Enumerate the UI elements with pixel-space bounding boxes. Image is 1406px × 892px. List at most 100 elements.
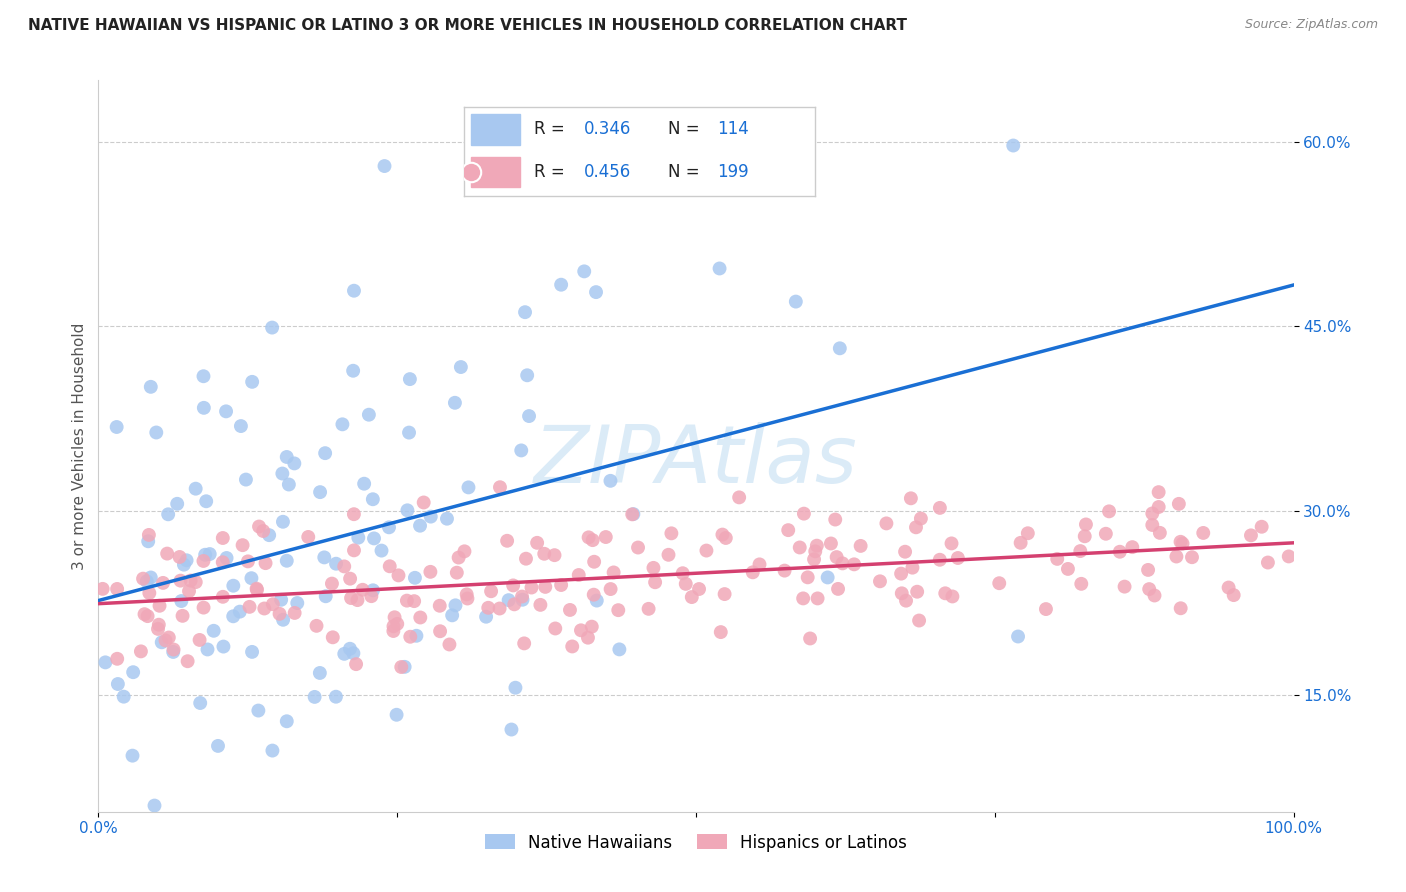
Point bbox=[139, 570, 162, 584]
Point bbox=[193, 369, 215, 384]
Point bbox=[148, 617, 170, 632]
Point bbox=[904, 520, 927, 534]
Point bbox=[817, 570, 839, 584]
Point bbox=[387, 616, 409, 631]
Point bbox=[842, 558, 865, 572]
Point bbox=[157, 508, 180, 522]
Point bbox=[941, 536, 963, 550]
Point bbox=[188, 632, 211, 647]
Point bbox=[173, 558, 195, 572]
Point bbox=[394, 660, 416, 674]
Point bbox=[309, 485, 332, 500]
Point bbox=[105, 420, 128, 434]
Point bbox=[901, 560, 924, 574]
Point bbox=[710, 625, 733, 640]
Point bbox=[479, 584, 502, 599]
Point bbox=[1010, 536, 1032, 550]
Point bbox=[1074, 529, 1097, 543]
Point bbox=[344, 657, 367, 672]
Point bbox=[544, 622, 567, 636]
Point bbox=[169, 574, 191, 588]
Point bbox=[229, 419, 252, 434]
Point bbox=[513, 636, 536, 650]
Point bbox=[444, 396, 467, 410]
Point bbox=[342, 364, 364, 378]
Point bbox=[900, 491, 922, 506]
Point bbox=[339, 572, 361, 586]
Point bbox=[177, 584, 200, 599]
Point bbox=[363, 532, 385, 546]
Point bbox=[156, 547, 179, 561]
Point bbox=[534, 580, 557, 594]
Point bbox=[384, 610, 406, 624]
Text: ZIPAtlas: ZIPAtlas bbox=[534, 422, 858, 500]
Point bbox=[373, 159, 395, 173]
Point bbox=[343, 543, 366, 558]
Legend: Native Hawaiians, Hispanics or Latinos: Native Hawaiians, Hispanics or Latinos bbox=[478, 827, 914, 858]
Point bbox=[283, 457, 305, 471]
Point bbox=[382, 624, 405, 638]
Point bbox=[741, 566, 763, 580]
Point bbox=[240, 645, 263, 659]
Point bbox=[193, 600, 215, 615]
Point bbox=[543, 548, 565, 562]
Point bbox=[91, 582, 114, 596]
Point bbox=[1142, 518, 1164, 533]
Point bbox=[180, 574, 202, 588]
Point bbox=[193, 554, 215, 568]
Point bbox=[212, 640, 235, 654]
Point bbox=[447, 550, 470, 565]
Point bbox=[357, 408, 380, 422]
Point bbox=[132, 572, 155, 586]
Point bbox=[849, 539, 872, 553]
Point bbox=[441, 608, 464, 623]
Point bbox=[325, 690, 347, 704]
Point bbox=[621, 508, 644, 522]
Point bbox=[1137, 563, 1160, 577]
Point bbox=[578, 530, 600, 544]
Bar bbox=[471, 114, 520, 145]
Point bbox=[941, 590, 963, 604]
Point bbox=[271, 515, 294, 529]
Point bbox=[325, 557, 347, 571]
Point bbox=[517, 409, 540, 423]
Point bbox=[360, 589, 382, 603]
Point bbox=[505, 681, 527, 695]
Point bbox=[340, 591, 363, 605]
Point bbox=[529, 598, 551, 612]
Point bbox=[353, 476, 375, 491]
Point bbox=[121, 748, 143, 763]
Point bbox=[252, 524, 274, 538]
Point bbox=[910, 511, 932, 525]
Point bbox=[928, 500, 950, 515]
Point bbox=[148, 599, 170, 613]
Point bbox=[905, 584, 928, 599]
Point bbox=[322, 630, 344, 644]
Point bbox=[568, 568, 591, 582]
Point bbox=[607, 603, 630, 617]
Point bbox=[695, 543, 717, 558]
Point bbox=[526, 536, 548, 550]
Point bbox=[785, 294, 807, 309]
Point bbox=[1218, 581, 1240, 595]
Point bbox=[1149, 525, 1171, 540]
Point bbox=[1057, 562, 1080, 576]
Point bbox=[276, 554, 298, 568]
Point bbox=[488, 601, 510, 615]
Point bbox=[599, 474, 621, 488]
Point bbox=[595, 530, 617, 544]
Point bbox=[247, 704, 270, 718]
Point bbox=[262, 597, 284, 611]
Point bbox=[188, 696, 211, 710]
Point bbox=[215, 551, 238, 566]
Point bbox=[709, 261, 731, 276]
Point bbox=[136, 609, 159, 624]
Point bbox=[1222, 588, 1244, 602]
Point bbox=[139, 380, 162, 394]
Point bbox=[1121, 540, 1143, 554]
Point bbox=[825, 550, 848, 565]
Point bbox=[516, 368, 538, 383]
Point bbox=[138, 586, 160, 600]
Point bbox=[271, 467, 294, 481]
Point bbox=[135, 574, 157, 589]
